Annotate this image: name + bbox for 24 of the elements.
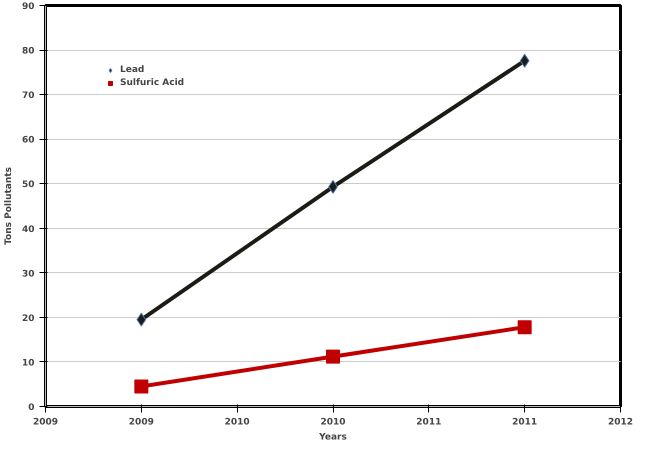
- y-tick-label: 70: [22, 91, 35, 102]
- y-tick-label: 60: [22, 136, 35, 146]
- y-axis-title: Tons Pollutants: [4, 167, 14, 245]
- x-tick-label: 2010: [320, 418, 346, 428]
- x-tick-label: 2012: [608, 418, 634, 428]
- y-tick-label: 20: [22, 314, 35, 324]
- x-tick-label: 2011: [512, 418, 538, 428]
- point: [518, 320, 532, 334]
- legend-label: Lead: [120, 65, 144, 75]
- x-tick-label: 2009: [128, 418, 154, 428]
- y-tick-label: 30: [22, 269, 35, 280]
- x-tick-label: 2009: [32, 418, 58, 428]
- y-tick-label: 0: [28, 403, 35, 413]
- x-axis-title: Years: [318, 432, 347, 442]
- y-tick-label: 50: [22, 180, 35, 190]
- y-tick-label: 10: [22, 358, 35, 368]
- y-tick-label: 80: [22, 46, 35, 57]
- legend-label: Sulfuric Acid: [120, 78, 184, 88]
- y-tick-label: 90: [22, 2, 35, 12]
- x-tick-label: 2011: [416, 418, 442, 428]
- point: [326, 350, 340, 364]
- point: [134, 379, 148, 394]
- y-tick-label: 40: [22, 224, 35, 235]
- x-tick-label: 2010: [224, 418, 250, 428]
